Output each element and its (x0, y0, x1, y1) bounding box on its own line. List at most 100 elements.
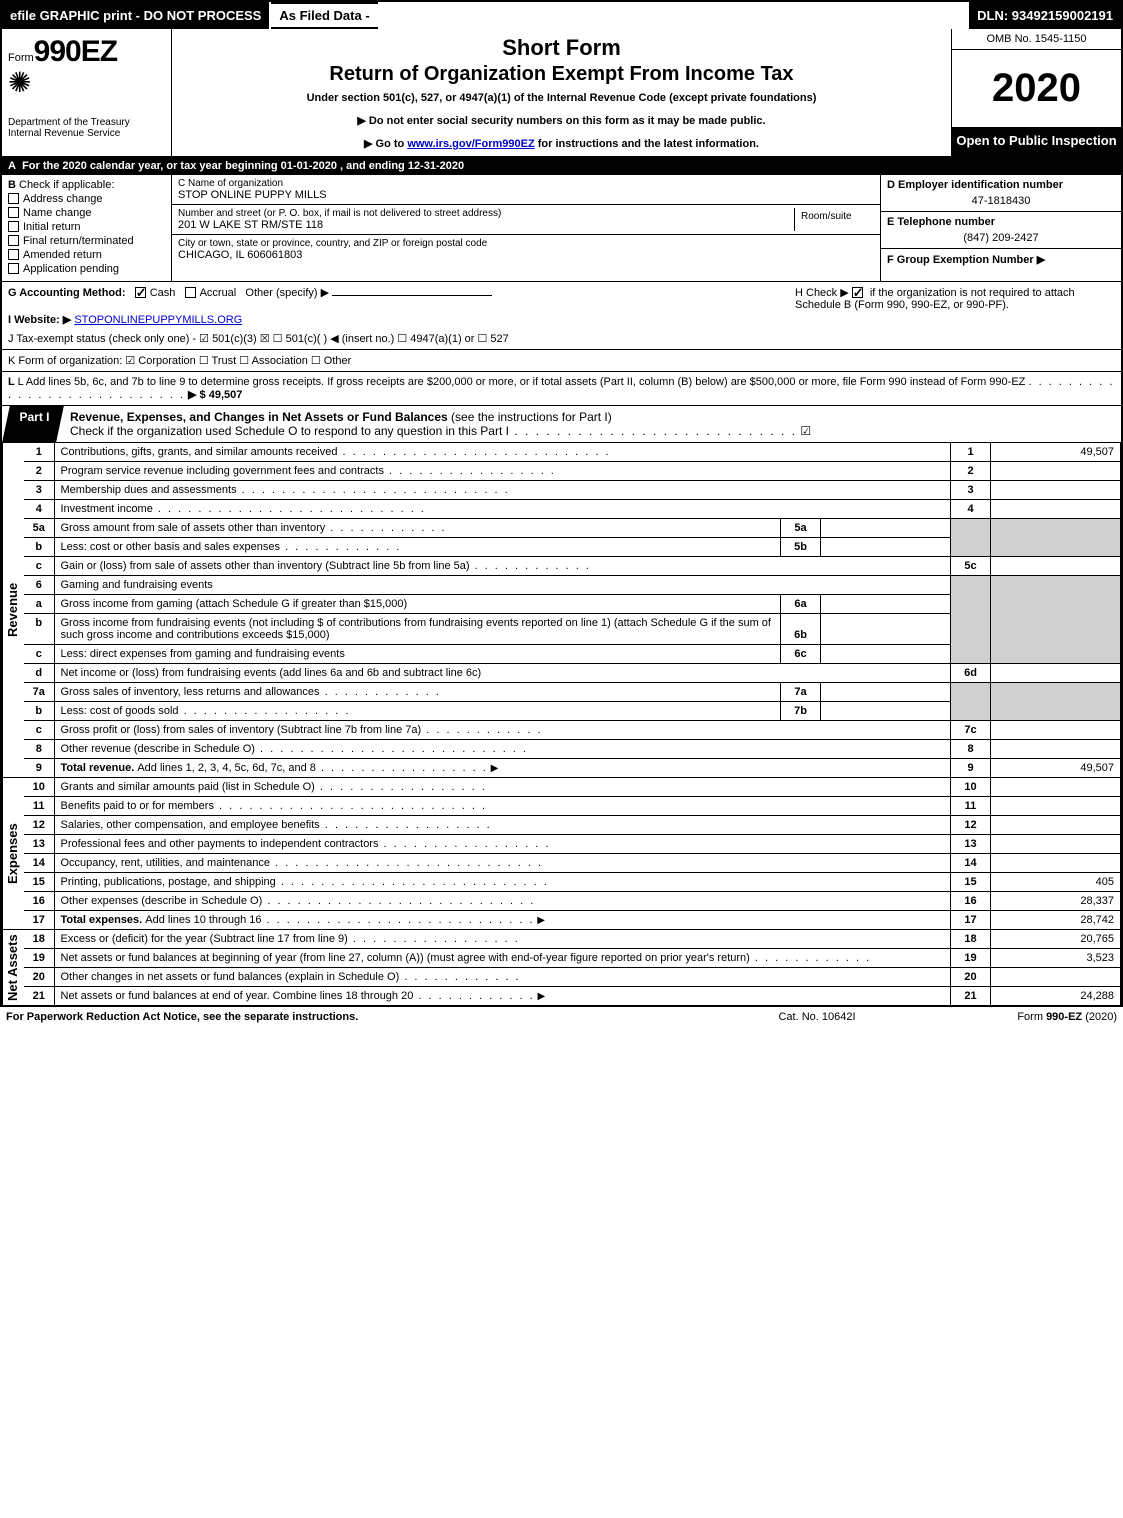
col-b: B Check if applicable: Address change Na… (2, 175, 172, 281)
expenses-section: Expenses 10 Grants and similar amounts pa… (2, 778, 1121, 930)
revenue-section: Revenue 1Contributions, gifts, grants, a… (2, 443, 1121, 778)
part1-title: Revenue, Expenses, and Changes in Net As… (60, 406, 1121, 442)
g-cash: Cash (150, 287, 176, 299)
l4-box: 4 (951, 500, 991, 519)
l19-box: 19 (951, 949, 991, 968)
l6d-desc: Net income or (loss) from fundraising ev… (54, 664, 951, 683)
l21-box: 21 (951, 987, 991, 1006)
l12-box: 12 (951, 816, 991, 835)
l7-shade (951, 683, 991, 721)
i-label: I Website: ▶ (8, 314, 71, 326)
omb-number: OMB No. 1545-1150 (952, 29, 1121, 50)
l20-box: 20 (951, 968, 991, 987)
c-addr-label: Number and street (or P. O. box, if mail… (178, 208, 794, 219)
l4-amt (991, 500, 1121, 519)
l16-num: 16 (24, 892, 54, 911)
netassets-table: 18 Excess or (deficit) for the year (Subt… (24, 930, 1121, 1005)
room-suite-label: Room/suite (794, 208, 874, 231)
tax-year: 2020 (952, 50, 1121, 127)
l9-box: 9 (951, 759, 991, 778)
g-other-line[interactable] (332, 295, 492, 296)
l6b-iamt (821, 614, 951, 645)
chk-name-change[interactable] (8, 207, 19, 218)
irs-link[interactable]: www.irs.gov/Form990EZ (407, 138, 534, 150)
chk-h[interactable] (852, 287, 863, 298)
header-center: Short Form Return of Organization Exempt… (172, 29, 951, 156)
l10-num: 10 (24, 778, 54, 797)
l2-desc: Program service revenue including govern… (61, 465, 384, 477)
chk-accrual[interactable] (185, 287, 196, 298)
l16-amt: 28,337 (991, 892, 1121, 911)
row-l: L L Add lines 5b, 6c, and 7b to line 9 t… (2, 372, 1121, 406)
row-g-h: G Accounting Method: Cash Accrual Other … (2, 282, 1121, 350)
l5c-desc: Gain or (loss) from sale of assets other… (61, 560, 470, 572)
c-city-label: City or town, state or province, country… (178, 238, 874, 249)
l5b-num: b (24, 538, 54, 557)
l7a-desc: Gross sales of inventory, less returns a… (61, 686, 320, 698)
header-left: Form990EZ ✺ Department of the Treasury I… (2, 29, 172, 156)
irs-eagle-icon: ✺ (8, 69, 31, 97)
l7b-desc: Less: cost of goods sold (61, 705, 179, 717)
l11-desc: Benefits paid to or for members (61, 800, 214, 812)
line-a: A For the 2020 calendar year, or tax yea… (2, 157, 1121, 175)
b-item-2: Initial return (23, 221, 80, 233)
l12-amt (991, 816, 1121, 835)
l18-desc: Excess or (deficit) for the year (Subtra… (61, 933, 348, 945)
part1-title-bold: Revenue, Expenses, and Changes in Net As… (70, 410, 448, 424)
l19-num: 19 (24, 949, 54, 968)
l21-desc: Net assets or fund balances at end of ye… (61, 990, 414, 1002)
header-right: OMB No. 1545-1150 2020 Open to Public In… (951, 29, 1121, 156)
l6b-num: b (24, 614, 54, 645)
l6a-iamt (821, 595, 951, 614)
chk-amended[interactable] (8, 249, 19, 260)
l6b-desc: Gross income from fundraising events (no… (54, 614, 781, 645)
l3-box: 3 (951, 481, 991, 500)
b-header: Check if applicable: (19, 179, 114, 191)
expenses-sidelabel: Expenses (2, 778, 24, 929)
l18-num: 18 (24, 930, 54, 949)
b-item-0: Address change (23, 193, 103, 205)
form-990ez-page: efile GRAPHIC print - DO NOT PROCESS As … (0, 0, 1123, 1007)
l-amount: ▶ $ 49,507 (188, 389, 242, 401)
l21-amt: 24,288 (991, 987, 1121, 1006)
form-header: Form990EZ ✺ Department of the Treasury I… (2, 29, 1121, 157)
chk-address-change[interactable] (8, 193, 19, 204)
l8-num: 8 (24, 740, 54, 759)
l9-amt: 49,507 (991, 759, 1121, 778)
h-pre: H Check ▶ (795, 287, 852, 299)
part1-header: Part I Revenue, Expenses, and Changes in… (2, 406, 1121, 443)
revenue-sidelabel: Revenue (2, 443, 24, 777)
l-text: L Add lines 5b, 6c, and 7b to line 9 to … (18, 376, 1026, 388)
l14-box: 14 (951, 854, 991, 873)
b-item-1: Name change (23, 207, 92, 219)
instruction-2: ▶ Go to www.irs.gov/Form990EZ for instru… (182, 137, 941, 150)
website-link[interactable]: STOPONLINEPUPPYMILLS.ORG (74, 314, 242, 326)
asfiled-label: As Filed Data - (271, 2, 377, 29)
l10-desc: Grants and similar amounts paid (list in… (61, 781, 315, 793)
l6-shade (951, 576, 991, 664)
chk-final-return[interactable] (8, 235, 19, 246)
l12-desc: Salaries, other compensation, and employ… (61, 819, 320, 831)
l11-num: 11 (24, 797, 54, 816)
l8-box: 8 (951, 740, 991, 759)
netassets-section: Net Assets 18Excess or (deficit) for the… (2, 930, 1121, 1005)
l15-num: 15 (24, 873, 54, 892)
l3-amt (991, 481, 1121, 500)
l1-num: 1 (24, 443, 54, 462)
form-title: Return of Organization Exempt From Incom… (182, 63, 941, 86)
l5c-amt (991, 557, 1121, 576)
l15-desc: Printing, publications, postage, and shi… (61, 876, 276, 888)
col-def: D Employer identification number 47-1818… (881, 175, 1121, 281)
l6-num: 6 (24, 576, 54, 595)
l19-amt: 3,523 (991, 949, 1121, 968)
chk-pending[interactable] (8, 263, 19, 274)
k-line: K Form of organization: ☑ Corporation ☐ … (8, 354, 1115, 367)
chk-cash[interactable] (135, 287, 146, 298)
chk-initial-return[interactable] (8, 221, 19, 232)
l19-desc: Net assets or fund balances at beginning… (61, 952, 750, 964)
l12-num: 12 (24, 816, 54, 835)
l6d-amt (991, 664, 1121, 683)
footer-center: Cat. No. 10642I (717, 1011, 917, 1023)
l17-box: 17 (951, 911, 991, 930)
l10-box: 10 (951, 778, 991, 797)
